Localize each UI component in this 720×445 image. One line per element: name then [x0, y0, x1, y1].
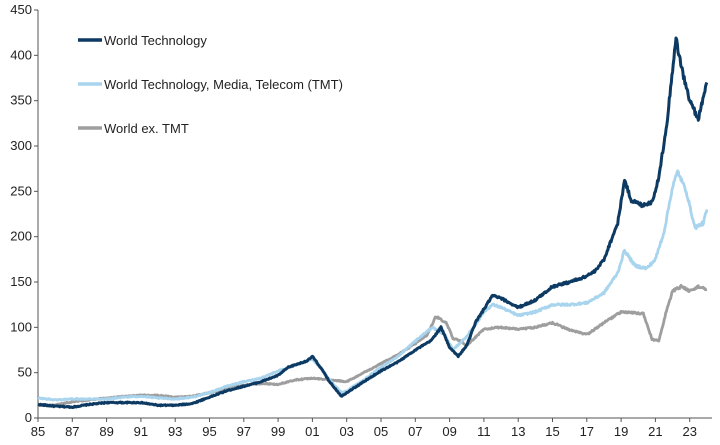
x-tick-label: 13 — [511, 424, 525, 439]
y-tick-label: 400 — [10, 47, 32, 62]
legend-label: World Technology, Media, Telecom (TMT) — [104, 77, 343, 92]
legend-label: World ex. TMT — [104, 121, 189, 136]
y-tick-label: 100 — [10, 319, 32, 334]
x-tick-label: 87 — [65, 424, 79, 439]
x-tick-label: 97 — [237, 424, 251, 439]
y-tick-label: 250 — [10, 183, 32, 198]
x-tick-label: 93 — [168, 424, 182, 439]
y-tick-label: 350 — [10, 93, 32, 108]
x-tick-label: 89 — [99, 424, 113, 439]
x-tick-label: 07 — [408, 424, 422, 439]
series-line-world-ex-tmt — [37, 283, 708, 408]
x-tick-label: 21 — [648, 424, 662, 439]
y-tick-label: 150 — [10, 274, 32, 289]
x-tick-label: 99 — [271, 424, 285, 439]
series-line-world-technology — [37, 36, 709, 410]
y-tick-label: 200 — [10, 229, 32, 244]
x-tick-label: 95 — [202, 424, 216, 439]
x-tick-label: 91 — [134, 424, 148, 439]
series-lines — [37, 36, 709, 410]
x-tick-label: 23 — [682, 424, 696, 439]
x-tick-label: 03 — [339, 424, 353, 439]
y-tick-label: 450 — [10, 2, 32, 17]
y-tick-label: 50 — [18, 365, 32, 380]
x-tick-label: 85 — [31, 424, 45, 439]
x-tick-label: 15 — [545, 424, 559, 439]
x-tick-label: 05 — [374, 424, 388, 439]
x-tick-label: 19 — [614, 424, 628, 439]
x-tick-label: 01 — [305, 424, 319, 439]
series-line-world-tmt — [37, 169, 709, 402]
x-tick-label: 09 — [442, 424, 456, 439]
y-tick-label: 300 — [10, 138, 32, 153]
y-tick-label: 0 — [25, 410, 32, 425]
legend: World Technology World Technology, Media,… — [78, 33, 343, 136]
x-tick-label: 17 — [580, 424, 594, 439]
legend-label: World Technology — [104, 33, 207, 48]
x-tick-label: 11 — [477, 424, 491, 439]
